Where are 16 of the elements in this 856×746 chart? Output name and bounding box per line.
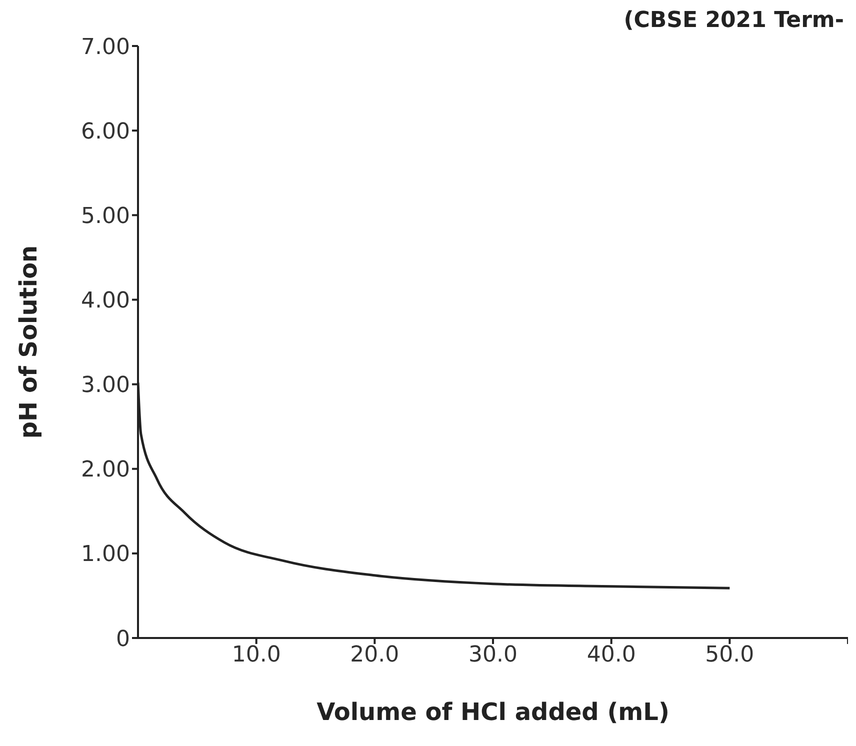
- y-tick-label: 7.00: [81, 34, 130, 60]
- y-tick-label: 0: [116, 626, 130, 652]
- x-axis-title: Volume of HCl added (mL): [316, 698, 670, 726]
- y-tick-label: 6.00: [81, 119, 130, 144]
- x-tick-label: 50.0: [705, 642, 754, 668]
- y-tick-label: 4.00: [81, 288, 130, 314]
- x-tick-label: 20.0: [350, 642, 400, 668]
- x-tick-label: 30.0: [468, 642, 518, 668]
- y-tick-label: 1.00: [81, 542, 130, 568]
- y-tick-label: 3.00: [81, 373, 130, 398]
- y-axis-title: pH of Solution: [14, 245, 43, 439]
- x-tick-label: 10.0: [232, 642, 281, 668]
- y-tick-label: 5.00: [81, 204, 130, 229]
- y-tick-label: 2.00: [81, 458, 130, 483]
- text: (CBSE 2021 Term-: [624, 8, 844, 33]
- x-tick-label: 40.0: [586, 642, 636, 668]
